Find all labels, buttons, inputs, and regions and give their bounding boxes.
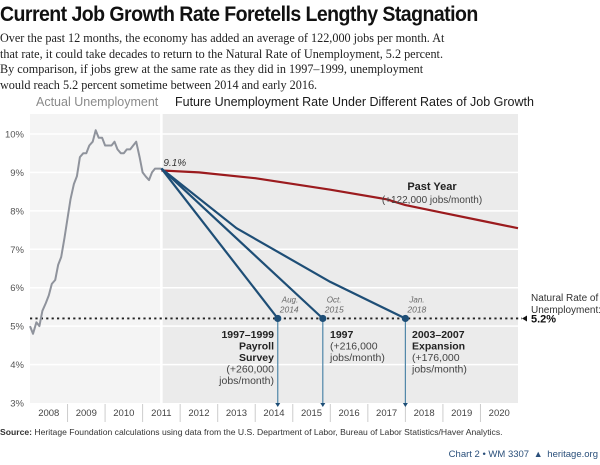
y-tick-label: 10% [5, 130, 25, 141]
site-link[interactable]: heritage.org [547, 449, 598, 460]
x-tick-label: 2012 [188, 408, 209, 419]
y-tick-label: 6% [10, 283, 24, 294]
past-year-label: Past Year [407, 181, 457, 193]
natural-rate-annotation: Natural Rate of Unemployment: 5.2% [522, 293, 600, 325]
x-tick-label: 2011 [151, 408, 171, 419]
scenario-sublabel: jobs/month) [218, 375, 274, 387]
y-tick-label: 5% [10, 322, 24, 333]
natural-rate-arrow-icon [522, 315, 527, 322]
start-value-label: 9.1% [163, 158, 186, 169]
reach-points [274, 314, 409, 323]
y-tick-label: 4% [10, 360, 24, 371]
source-label: Source: [0, 427, 32, 437]
series-line-1997-1999-payroll-survey [160, 167, 279, 320]
reach-point [274, 314, 282, 323]
series-line-actual-unemployment [29, 129, 162, 335]
y-tick-label: 7% [10, 245, 24, 256]
reach-year-label: 2015 [324, 304, 344, 314]
series-line-past-year [161, 169, 519, 230]
x-tick-label: 2016 [339, 408, 360, 419]
source-text: Heritage Foundation calculations using d… [34, 427, 503, 437]
source-note: Source: Heritage Foundation calculations… [0, 427, 503, 437]
scenario-sublabel: (+216,000 [330, 341, 378, 353]
x-tick-label: 2015 [301, 408, 322, 419]
liberty-bell-icon: ▲ [533, 449, 543, 459]
arrow-down-icon [275, 403, 281, 407]
scenario-label: Payroll [239, 341, 274, 353]
x-tick-label: 2014 [263, 408, 284, 419]
scenario-label: 1997 [330, 329, 354, 341]
x-tick-label: 2017 [376, 408, 397, 419]
series-labels: Past Year (+122,000 jobs/month) Aug.2014 19… [218, 181, 482, 387]
arrow-down-icon [402, 403, 408, 407]
panel-title-actual: Actual Unemployment [36, 95, 159, 109]
x-tick-label: 2008 [38, 408, 59, 419]
past-year-sublabel: (+122,000 jobs/month) [382, 195, 482, 206]
reach-point [401, 314, 409, 323]
y-axis: 3% 4% 5% 6% 7% 8% 9% 10% [5, 130, 25, 410]
reach-date-marker-lines [275, 318, 408, 407]
x-tick-label: 2018 [414, 408, 435, 419]
future-panel-background [161, 114, 518, 403]
actual-panel-background [30, 114, 162, 403]
natural-rate-value: 5.2% [531, 313, 556, 325]
x-axis: 2008 2009 2010 2011 2012 2013 2014 2015 2016 2017… [38, 404, 510, 422]
y-tick-label: 9% [10, 168, 24, 179]
chart-credit: Chart 2 • WM 3307 ▲ heritage.org [449, 449, 598, 460]
chart-id: Chart 2 • WM 3307 [448, 449, 530, 460]
page-title: Current Job Growth Rate Foretells Length… [0, 3, 478, 26]
chart-subtitle: Over the past 12 months, the economy has… [0, 31, 445, 92]
scenario-label: 2003–2007 [412, 329, 465, 341]
reach-month-label: Oct. [327, 295, 342, 304]
scenario-label: Survey [239, 352, 274, 364]
series-layer [29, 129, 519, 335]
x-tick-label: 2019 [451, 408, 472, 419]
x-tick-label: 2020 [489, 408, 510, 419]
scenario-sublabel: (+176,000 [412, 352, 460, 364]
x-tick-label: 2010 [113, 408, 134, 419]
natural-rate-label-line1: Natural Rate of [531, 293, 598, 304]
reach-point [319, 314, 327, 323]
scenario-sublabel: (+260,000 [226, 364, 274, 376]
arrow-down-icon [320, 403, 326, 407]
series-line-1997 [160, 167, 324, 320]
panel-title-future: Future Unemployment Rate Under Different… [175, 95, 534, 109]
reach-year-label: 2014 [279, 304, 299, 314]
x-tick-label: 2013 [226, 408, 247, 419]
reach-month-label: Jan. [408, 295, 424, 304]
scenario-label: Expansion [412, 341, 465, 353]
scenario-label: 1997–1999 [221, 329, 274, 341]
scenario-sublabel: jobs/month) [329, 352, 385, 364]
scenario-sublabel: jobs/month) [411, 364, 467, 376]
x-tick-label: 2009 [76, 408, 97, 419]
natural-rate-label-line2: Unemployment: [531, 305, 600, 316]
y-tick-label: 3% [10, 399, 24, 410]
reach-year-label: 2018 [406, 304, 426, 314]
series-line-2003-2007-expansion [160, 167, 406, 320]
reach-month-label: Aug. [281, 295, 298, 304]
y-tick-label: 8% [10, 206, 24, 217]
